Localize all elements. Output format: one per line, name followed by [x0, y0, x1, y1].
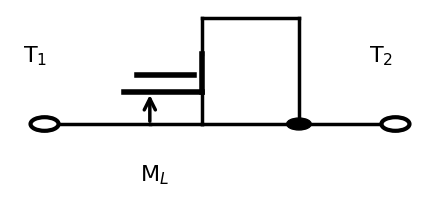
Circle shape [287, 118, 311, 130]
Text: T$_1$: T$_1$ [22, 44, 47, 68]
Text: M$_L$: M$_L$ [139, 163, 169, 187]
Text: T$_2$: T$_2$ [369, 44, 393, 68]
